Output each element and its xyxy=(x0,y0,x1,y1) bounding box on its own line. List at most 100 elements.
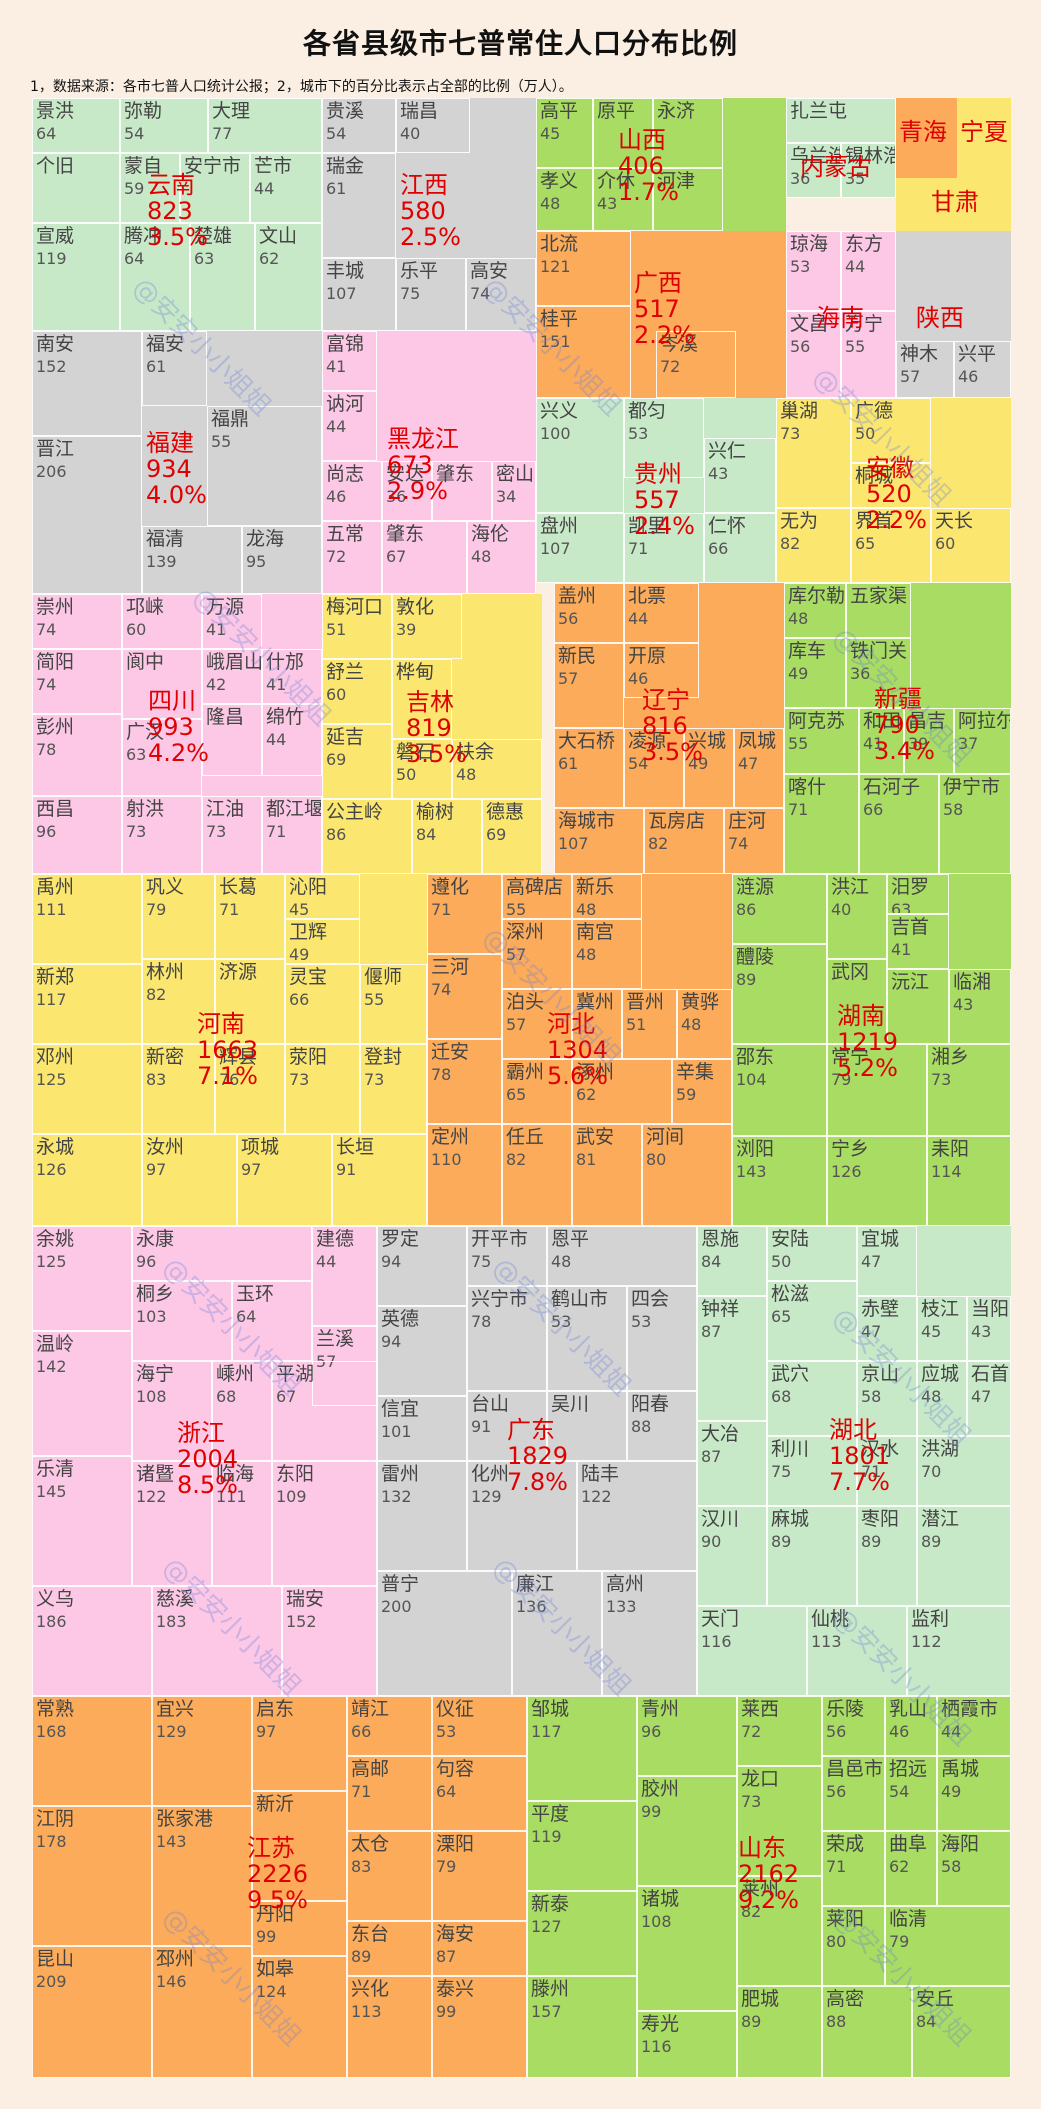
city-name: 磐石 xyxy=(396,741,435,763)
city-cell: 孝义 48 xyxy=(536,168,593,231)
city-value: 46 xyxy=(326,487,347,506)
city-name: 桂平 xyxy=(540,308,579,330)
city-cell: 和田 41 xyxy=(859,708,904,774)
city-value: 143 xyxy=(156,1832,187,1851)
city-cell: 大理 77 xyxy=(208,98,322,153)
city-value: 71 xyxy=(431,900,452,919)
city-name: 河津 xyxy=(657,170,696,192)
city-cell: 临海 111 xyxy=(212,1461,272,1586)
city-name: 高平 xyxy=(540,100,579,122)
city-name: 海宁 xyxy=(136,1363,175,1385)
city-cell: 广德 50 xyxy=(851,398,931,463)
city-name: 江油 xyxy=(206,798,245,820)
city-value: 71 xyxy=(788,800,809,819)
city-cell: 仁怀 66 xyxy=(704,513,776,583)
city-cell: 简阳 74 xyxy=(32,649,122,714)
city-name: 兴平 xyxy=(958,343,997,365)
city-name: 招远 xyxy=(889,1758,928,1780)
city-value: 87 xyxy=(701,1322,722,1341)
city-name: 当阳 xyxy=(971,1298,1010,1320)
city-cell: 汨罗 63 xyxy=(887,874,949,914)
city-name: 开原 xyxy=(628,645,667,667)
city-value: 152 xyxy=(286,1612,317,1631)
city-name: 高安 xyxy=(470,260,509,282)
city-name: 肥城 xyxy=(741,1988,780,2010)
city-cell: 扎兰屯 xyxy=(786,98,896,143)
city-name: 邵东 xyxy=(736,1046,775,1068)
city-value: 66 xyxy=(708,539,729,558)
city-name: 宜兴 xyxy=(156,1698,195,1720)
city-cell: 江阴 178 xyxy=(32,1806,152,1946)
city-value: 125 xyxy=(36,1070,67,1089)
city-name: 青州 xyxy=(641,1698,680,1720)
city-value: 103 xyxy=(136,1307,167,1326)
city-value: 80 xyxy=(646,1150,667,1169)
city-value: 55 xyxy=(211,432,232,451)
city-name: 温岭 xyxy=(36,1333,75,1355)
city-value: 62 xyxy=(889,1857,910,1876)
city-cell: 邛崃 60 xyxy=(122,594,202,649)
city-value: 116 xyxy=(701,1632,732,1651)
province-block-11: 神木 57 兴平 46 陕西 xyxy=(896,231,1011,398)
city-cell: 延吉 69 xyxy=(322,724,392,799)
city-name: 寿光 xyxy=(641,2013,680,2035)
city-name: 项城 xyxy=(241,1136,280,1158)
city-cell: 安丘 84 xyxy=(912,1986,1011,2078)
city-cell: 南宫 48 xyxy=(572,919,642,989)
city-cell: 什邡 41 xyxy=(262,649,322,704)
city-cell: 泰兴 99 xyxy=(432,1976,527,2078)
city-name: 海城市 xyxy=(558,810,616,832)
city-name: 新乐 xyxy=(576,876,615,898)
city-value: 96 xyxy=(641,1722,662,1741)
city-name: 石首 xyxy=(971,1363,1010,1385)
city-value: 78 xyxy=(36,740,57,759)
city-name: 贵溪 xyxy=(326,100,365,122)
city-value: 77 xyxy=(212,124,233,143)
city-value: 40 xyxy=(400,124,421,143)
city-name: 阆中 xyxy=(126,651,165,673)
city-value: 48 xyxy=(456,765,477,784)
city-name: 高邮 xyxy=(351,1758,390,1780)
city-name: 海安 xyxy=(436,1923,475,1945)
city-value: 48 xyxy=(471,547,492,566)
city-value: 97 xyxy=(256,1722,277,1741)
city-cell: 个旧 xyxy=(32,153,120,223)
city-name: 肇东 xyxy=(436,463,475,485)
city-value: 48 xyxy=(540,194,561,213)
city-value: 63 xyxy=(194,249,215,268)
city-name: 平度 xyxy=(531,1803,570,1825)
city-value: 57 xyxy=(506,945,527,964)
city-value: 62 xyxy=(259,249,280,268)
city-value: 58 xyxy=(943,800,964,819)
city-name: 登封 xyxy=(364,1046,403,1068)
city-cell: 招远 54 xyxy=(885,1756,937,1831)
city-name: 汉水 xyxy=(861,1438,900,1460)
city-name: 偃师 xyxy=(364,966,403,988)
city-name: 任丘 xyxy=(506,1126,545,1148)
city-value: 108 xyxy=(641,1912,672,1931)
city-name: 景洪 xyxy=(36,100,75,122)
city-value: 84 xyxy=(701,1252,722,1271)
city-cell: 如皋 124 xyxy=(252,1956,347,2078)
city-value: 178 xyxy=(36,1832,67,1851)
city-value: 44 xyxy=(326,417,347,436)
city-value: 143 xyxy=(736,1162,767,1181)
city-value: 84 xyxy=(916,2012,937,2031)
city-value: 73 xyxy=(780,424,801,443)
city-name: 安陆 xyxy=(771,1228,810,1250)
city-value: 73 xyxy=(289,1070,310,1089)
province-block-20: 涟源 86 洪江 40 汨罗 63 吉首 41 醴陵 89 武冈 沅江 临湘 43 邵东 104 常宁 79 湘乡 7… xyxy=(732,874,1011,1226)
city-value: 112 xyxy=(911,1632,942,1651)
city-cell: 弥勒 54 xyxy=(120,98,208,153)
city-value: 99 xyxy=(256,1927,277,1946)
city-name: 高碑店 xyxy=(506,876,564,898)
city-name: 弥勒 xyxy=(124,100,163,122)
city-cell: 武安 81 xyxy=(572,1124,642,1226)
city-name: 廉江 xyxy=(516,1573,555,1595)
city-cell: 玉环 64 xyxy=(232,1281,312,1361)
city-value: 122 xyxy=(581,1487,612,1506)
city-cell: 武冈 xyxy=(827,959,887,1044)
city-value: 117 xyxy=(531,1722,562,1741)
city-cell: 吉首 41 xyxy=(887,914,949,969)
city-value: 65 xyxy=(506,1085,527,1104)
